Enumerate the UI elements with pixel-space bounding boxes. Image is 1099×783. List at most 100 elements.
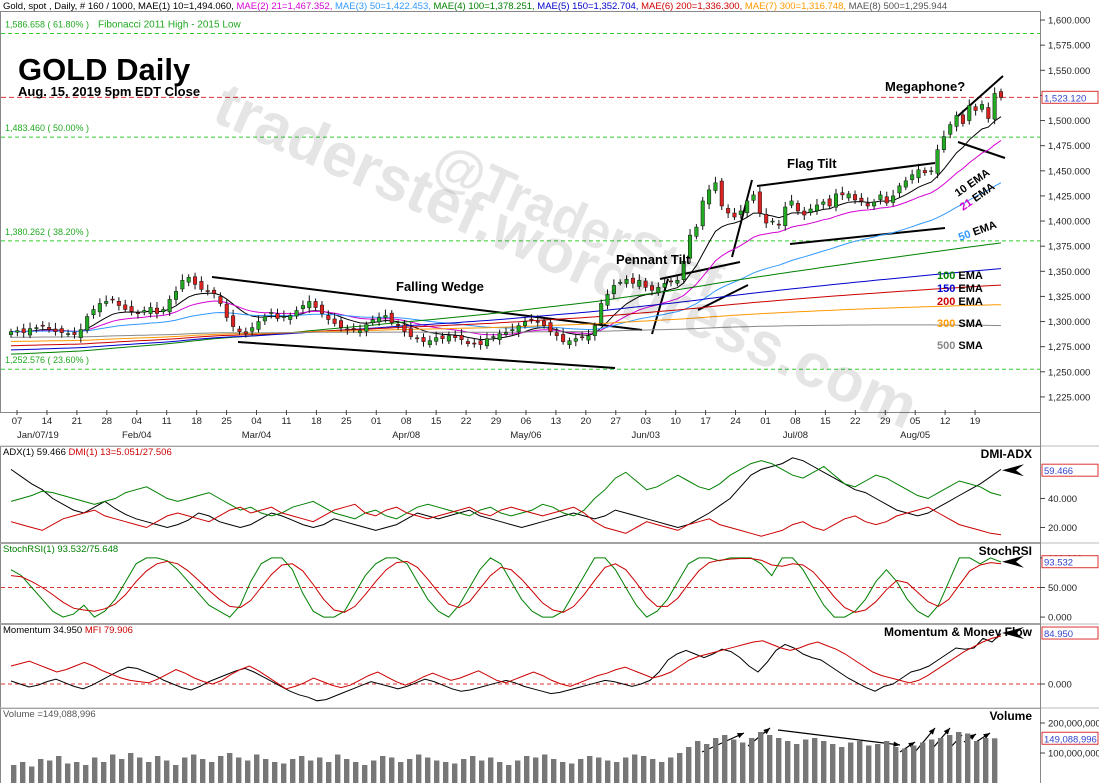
candle-body [833,193,839,208]
momentum-panel: Momentum 34.950 MFI 79.906 Momentum & Mo… [1,625,1099,702]
candle-body [592,325,597,336]
price-axis-tick-label: 1,575.000 [1048,41,1090,52]
date-axis-tick-label: 01 [371,416,382,427]
candle-body [72,332,77,335]
month-label: Aug/05 [900,430,930,441]
candle-body [694,226,699,237]
candle-body [643,280,648,288]
price-axis-tick-label: 1,450.000 [1048,166,1090,177]
candle-body [8,331,14,335]
date-axis-tick-label: 21 [72,416,83,427]
date-axis-tick-label: 12 [940,416,951,427]
volume-bar [884,741,890,783]
volume-bar [758,732,764,783]
candle-body [853,194,858,201]
pattern-label: Pennant Tilt [616,252,691,267]
dmi-last-value-tag [1041,463,1099,477]
candle-body [960,114,965,124]
volume-bar [875,744,881,783]
volume-bar [362,765,368,783]
volume-trend-arrowhead [763,728,770,735]
candle-body [910,174,915,180]
volume-bar [398,762,404,783]
volume-bar [542,754,548,783]
volume-bar [443,762,449,783]
candle-body [789,200,794,206]
date-axis-tick-label: 08 [790,416,801,427]
volume-bar [839,747,845,783]
header-indicator-legend: Gold, spot , Daily, # 160 / 1000, MAE(1)… [3,1,947,12]
dmi-legend-item: 59.466 [37,447,69,458]
candle-body [707,189,712,205]
volume-bar [713,738,719,783]
volume-bar [218,756,224,783]
date-axis-tick-label: 29 [491,416,502,427]
candle-body [821,201,826,205]
volume-bar [632,754,638,783]
volume-bar [146,762,152,783]
moving-average-line [10,268,1002,351]
candle-body [97,303,102,313]
candle-body [421,337,426,342]
candle-body [167,299,172,313]
candle-body [275,313,280,319]
moving-average-type: EMA [958,283,983,295]
candle-body [21,328,26,333]
candle-body [776,223,781,226]
candle-body [668,280,674,283]
candle-body [116,300,121,306]
volume-bar [650,759,656,783]
volume-bar [308,760,314,783]
candle-body [440,335,445,339]
momentum-axis-tick-label: 0.000 [1048,680,1072,691]
chart-subtitle: Aug. 15, 2019 5pm EDT Close [18,84,200,99]
candle-body [599,303,604,324]
month-label: Jan/07/19 [17,430,59,441]
candle-body [491,336,496,338]
candle-body [40,324,45,327]
volume-bar [767,735,773,783]
candle-body [630,277,635,284]
volume-bar [533,757,539,783]
volume-bar [704,744,710,783]
candle-body [656,287,661,294]
candle-body [218,296,223,304]
volume-bar [470,756,476,783]
candle-body [465,341,470,344]
volume-bar [299,756,305,783]
momentum-legend-item: 79.906 [104,625,133,636]
dmi-pointer-arrow [1002,464,1024,477]
candle-body [300,305,305,309]
moving-average-type: SMA [958,318,983,330]
candle-body [605,294,610,306]
volume-bar [731,739,737,783]
stochrsi-legend-item: 93.532/75.648 [57,544,118,555]
volume-bar [380,756,386,783]
volume-bar [578,759,584,783]
candle-body [618,282,623,284]
volume-bar [254,754,260,783]
volume-bar [164,760,170,783]
volume-bar [353,762,359,783]
date-axis-tick-label: 08 [401,416,412,427]
candle-body [503,332,509,335]
volume-trend-arrowhead [737,733,744,739]
volume-bar [200,759,206,783]
volume-bar [371,760,377,783]
candle-body [764,213,769,224]
volume-bar [785,741,791,783]
candle-body [688,234,693,259]
dmi-panel-title: DMI-ADX [981,447,1032,461]
candle-body [135,312,140,314]
date-axis-tick-label: 07 [12,416,23,427]
volume-bar [956,732,962,783]
volume-bar [857,741,863,783]
volume-bar [47,760,53,783]
candle-body [859,197,864,202]
candle-body [383,315,388,318]
candle-body [15,330,20,333]
volume-last-value-tag [1041,731,1099,745]
volume-bar [929,739,935,783]
